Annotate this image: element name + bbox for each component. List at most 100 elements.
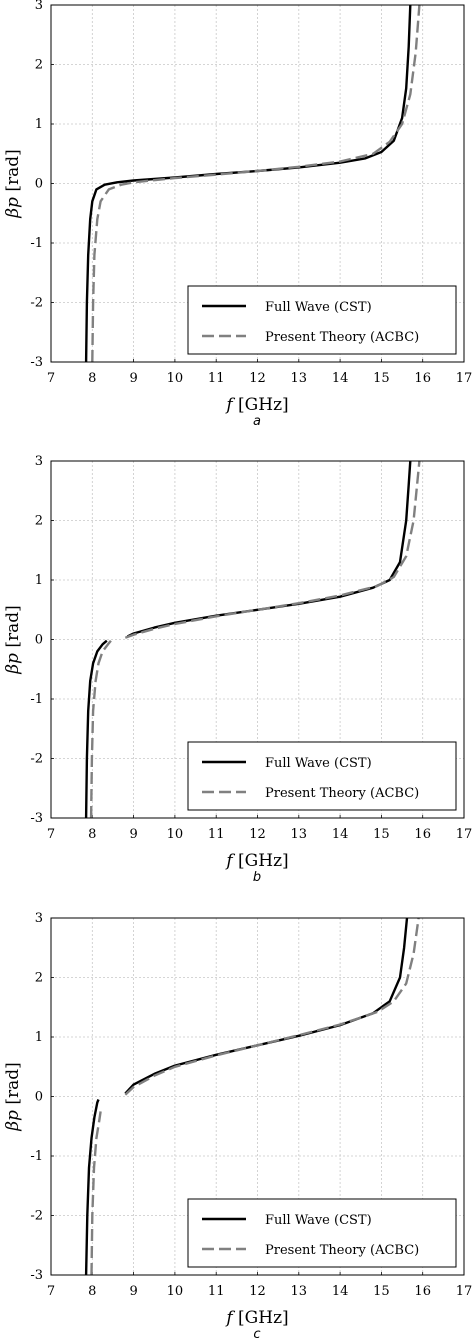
x-tick-label: 17 <box>456 371 473 386</box>
y-axis-variable: βp <box>3 653 23 675</box>
x-tick-label: 8 <box>88 827 96 842</box>
y-axis-unit: [rad] <box>3 1062 23 1104</box>
legend: Full Wave (CST) Present Theory (ACBC) <box>187 1198 457 1268</box>
y-tick-label: 3 <box>35 454 43 469</box>
x-tick-label: 14 <box>332 371 349 386</box>
legend-label: Present Theory (ACBC) <box>265 330 419 345</box>
series-present-theory-line <box>124 460 421 639</box>
x-tick-label: 7 <box>47 371 55 386</box>
x-tick-label: 12 <box>249 371 266 386</box>
y-tick-label: -3 <box>30 1268 43 1283</box>
x-axis-label: f [GHz] <box>224 851 288 871</box>
x-axis-label: f [GHz] <box>224 395 288 415</box>
x-axis-label: f [GHz] <box>224 1308 288 1328</box>
y-tick-label: 0 <box>35 177 43 192</box>
x-tick-label: 13 <box>291 1284 308 1299</box>
x-tick-label: 16 <box>414 1284 431 1299</box>
x-tick-label: 10 <box>167 827 184 842</box>
x-tick-label: 7 <box>47 1284 55 1299</box>
legend-box <box>187 1198 457 1268</box>
y-axis-label: βp [rad] <box>3 149 23 219</box>
legend-label: Present Theory (ACBC) <box>265 1243 419 1258</box>
x-tick-label: 17 <box>456 827 473 842</box>
series-present-theory-line <box>124 917 420 1096</box>
legend-label: Full Wave (CST) <box>265 1213 372 1228</box>
y-tick-label: -1 <box>30 1149 43 1164</box>
series-full-wave-line <box>124 917 409 1095</box>
y-tick-label: 3 <box>35 0 43 13</box>
x-axis-unit: [GHz] <box>238 1308 289 1328</box>
y-axis-variable: βp <box>3 1110 23 1132</box>
x-axis-variable: f <box>224 1308 235 1328</box>
x-tick-label: 16 <box>414 371 431 386</box>
x-tick-label: 14 <box>332 1284 349 1299</box>
x-tick-label: 8 <box>88 371 96 386</box>
series-present-theory-line <box>91 4 421 363</box>
x-tick-label: 15 <box>373 827 390 842</box>
panel-caption: a <box>253 414 261 429</box>
legend-box <box>187 741 457 811</box>
legend-label: Present Theory (ACBC) <box>265 786 419 801</box>
series-full-wave-line <box>84 1099 100 1276</box>
plot-frame <box>50 460 465 819</box>
series-full-wave-line <box>84 639 108 819</box>
y-axis-unit: [rad] <box>3 605 23 647</box>
x-tick-label: 7 <box>47 827 55 842</box>
y-tick-label: 2 <box>35 514 43 529</box>
y-tick-label: 0 <box>35 1090 43 1105</box>
x-axis-unit: [GHz] <box>238 851 289 871</box>
series-full-wave-line <box>84 4 412 363</box>
y-tick-label: -2 <box>30 296 43 311</box>
x-tick-label: 10 <box>167 371 184 386</box>
x-tick-label: 13 <box>291 371 308 386</box>
y-axis-label: βp [rad] <box>3 1062 23 1132</box>
y-axis-unit: [rad] <box>3 149 23 191</box>
legend-label: Full Wave (CST) <box>265 300 372 315</box>
y-tick-label: 2 <box>35 971 43 986</box>
x-axis-unit: [GHz] <box>238 395 289 415</box>
y-tick-label: -3 <box>30 811 43 826</box>
panel-caption: b <box>253 870 261 885</box>
series-full-wave-line <box>126 460 412 638</box>
x-tick-label: 15 <box>373 1284 390 1299</box>
x-tick-label: 11 <box>208 1284 225 1299</box>
plot-frame <box>50 4 465 363</box>
y-tick-label: 1 <box>35 573 43 588</box>
x-tick-label: 12 <box>249 827 266 842</box>
x-tick-label: 9 <box>129 1284 137 1299</box>
x-tick-label: 8 <box>88 1284 96 1299</box>
legend-box <box>187 285 457 355</box>
y-axis-variable: βp <box>3 197 23 219</box>
x-tick-label: 16 <box>414 827 431 842</box>
y-tick-label: -2 <box>30 1209 43 1224</box>
x-tick-label: 9 <box>129 371 137 386</box>
legend: Full Wave (CST) Present Theory (ACBC) <box>187 741 457 811</box>
plot-frame <box>50 917 465 1276</box>
y-tick-label: 1 <box>35 117 43 132</box>
x-axis-variable: f <box>224 851 235 871</box>
x-tick-label: 17 <box>456 1284 473 1299</box>
y-axis-label: βp [rad] <box>3 605 23 675</box>
x-tick-label: 10 <box>167 1284 184 1299</box>
x-tick-label: 13 <box>291 827 308 842</box>
x-tick-label: 12 <box>249 1284 266 1299</box>
series-present-theory-line <box>90 1111 102 1276</box>
y-tick-label: -2 <box>30 752 43 767</box>
panel-caption: c <box>253 1327 260 1342</box>
x-tick-label: 11 <box>208 371 225 386</box>
legend-label: Full Wave (CST) <box>265 756 372 771</box>
x-tick-label: 9 <box>129 827 137 842</box>
legend: Full Wave (CST) Present Theory (ACBC) <box>187 285 457 355</box>
y-tick-label: 1 <box>35 1030 43 1045</box>
y-tick-label: 3 <box>35 911 43 926</box>
y-tick-label: -3 <box>30 355 43 370</box>
x-axis-variable: f <box>224 395 235 415</box>
series-present-theory-line <box>89 639 112 819</box>
x-tick-label: 14 <box>332 827 349 842</box>
y-tick-label: -1 <box>30 236 43 251</box>
y-tick-label: 2 <box>35 58 43 73</box>
y-tick-label: -1 <box>30 692 43 707</box>
